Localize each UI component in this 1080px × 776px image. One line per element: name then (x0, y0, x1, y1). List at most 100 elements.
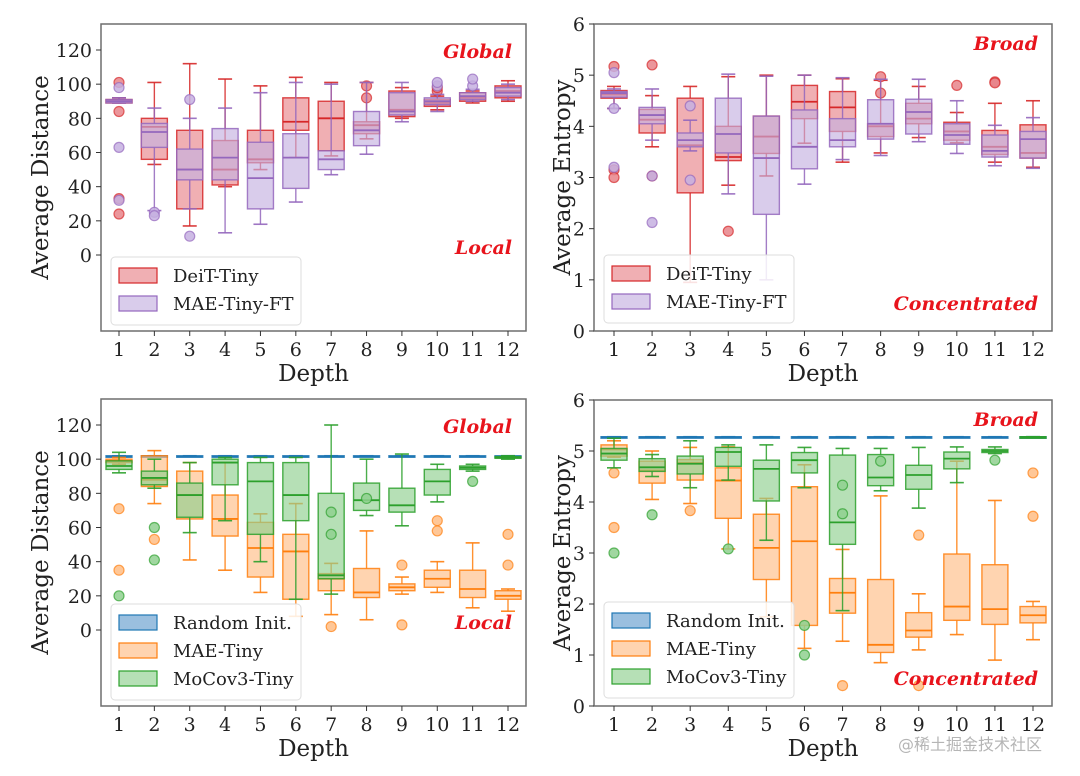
box-depth-9 (905, 78, 933, 143)
box-depth-3 (176, 454, 204, 458)
outlier-point (951, 79, 963, 92)
x-tick-label: 6 (798, 714, 810, 736)
box-depth-8 (352, 81, 381, 156)
legend-label: DeiT-Tiny (666, 264, 752, 285)
box-depth-11 (458, 454, 487, 458)
box-iqr (790, 109, 819, 170)
y-tick-label: 100 (56, 74, 92, 96)
box-depth-12 (494, 528, 522, 613)
x-tick-label: 7 (836, 339, 848, 361)
outlier-point (608, 171, 620, 184)
y-tick-label: 80 (68, 108, 92, 130)
box-iqr (140, 122, 169, 149)
x-tick-label: 1 (113, 339, 125, 361)
box-iqr (943, 553, 971, 622)
y-tick-label: 4 (573, 492, 585, 514)
box-iqr (943, 451, 971, 470)
outlier-point (184, 230, 196, 242)
outlier-point (836, 479, 849, 491)
box-depth-5 (246, 456, 275, 563)
box-depth-4 (211, 456, 239, 522)
outlier-point (913, 679, 925, 692)
box-iqr (790, 486, 819, 627)
box-depth-3 (676, 100, 704, 186)
outlier-point (502, 559, 514, 571)
box-depth-4 (714, 435, 742, 439)
outlier-point (148, 521, 160, 534)
y-tick-label: 40 (68, 552, 92, 574)
outlier-point (113, 194, 125, 206)
legend-swatch (118, 267, 158, 284)
box-depth-11 (981, 124, 1009, 167)
box-iqr (676, 455, 704, 475)
box-depth-12 (494, 454, 522, 460)
outlier-point (875, 455, 887, 467)
box-depth-12 (494, 83, 522, 101)
outlier-point (396, 559, 408, 571)
x-tick-label: 6 (290, 339, 302, 361)
box-depth-8 (866, 78, 895, 157)
box-depth-8 (866, 435, 895, 439)
box-depth-2 (140, 458, 169, 566)
x-axis-label: Depth (278, 361, 349, 387)
x-tick-label: 8 (360, 339, 372, 361)
outlier-point (148, 533, 160, 546)
outlier-point (113, 590, 125, 602)
box-depth-7 (828, 76, 857, 161)
x-axis-label: Depth (788, 361, 859, 387)
box-depth-4 (714, 444, 742, 555)
x-tick-label: 10 (945, 339, 969, 361)
outlier-point (684, 174, 696, 186)
outlier-point (913, 529, 925, 541)
box-iqr (981, 564, 1009, 626)
box-depth-10 (423, 463, 451, 503)
outlier-point (608, 521, 620, 534)
box-depth-4 (714, 73, 742, 195)
box-depth-1 (600, 437, 628, 559)
series-mae-tiny (600, 439, 1047, 692)
box-depth-5 (752, 444, 781, 542)
outlier-point (148, 210, 160, 222)
outlier-point (608, 467, 620, 479)
box-iqr (388, 487, 416, 513)
x-tick-label: 1 (608, 339, 620, 361)
x-tick-label: 11 (461, 339, 485, 361)
y-tick-label: 6 (573, 390, 585, 412)
outlier-point (431, 515, 443, 527)
legend-label: Random Init. (666, 611, 785, 632)
box-iqr (905, 98, 933, 135)
outlier-point (989, 454, 1001, 466)
x-tick-label: 1 (113, 714, 125, 736)
outlier-point (113, 141, 125, 153)
legend-swatch (118, 295, 158, 312)
box-depth-11 (458, 542, 487, 609)
outlier-point (502, 528, 514, 540)
annotation-top: Broad (973, 409, 1038, 431)
outlier-point (989, 77, 1001, 89)
box-depth-6 (790, 74, 819, 185)
x-tick-label: 9 (913, 714, 925, 736)
box-depth-11 (981, 499, 1009, 661)
outlier-point (646, 59, 658, 71)
box-iqr (790, 451, 819, 474)
box-depth-1 (105, 451, 133, 602)
outlier-point (684, 505, 696, 517)
y-tick-label: 0 (80, 245, 92, 267)
box-iqr (282, 133, 310, 190)
outlier-point (431, 525, 443, 537)
x-tick-label: 9 (396, 339, 408, 361)
outlier-point (608, 67, 620, 79)
x-tick-label: 2 (646, 339, 658, 361)
box-iqr (352, 110, 381, 147)
y-axis-label: Average Entropy (550, 455, 576, 652)
x-tick-label: 5 (760, 714, 772, 736)
box-depth-5 (246, 454, 275, 458)
box-depth-3 (676, 435, 704, 439)
box-depth-11 (981, 446, 1009, 466)
plot-area (593, 23, 1053, 332)
box-iqr (282, 461, 310, 522)
y-tick-label: 6 (573, 14, 585, 36)
outlier-point (325, 620, 337, 633)
y-axis-label: Average Distance (28, 450, 54, 656)
